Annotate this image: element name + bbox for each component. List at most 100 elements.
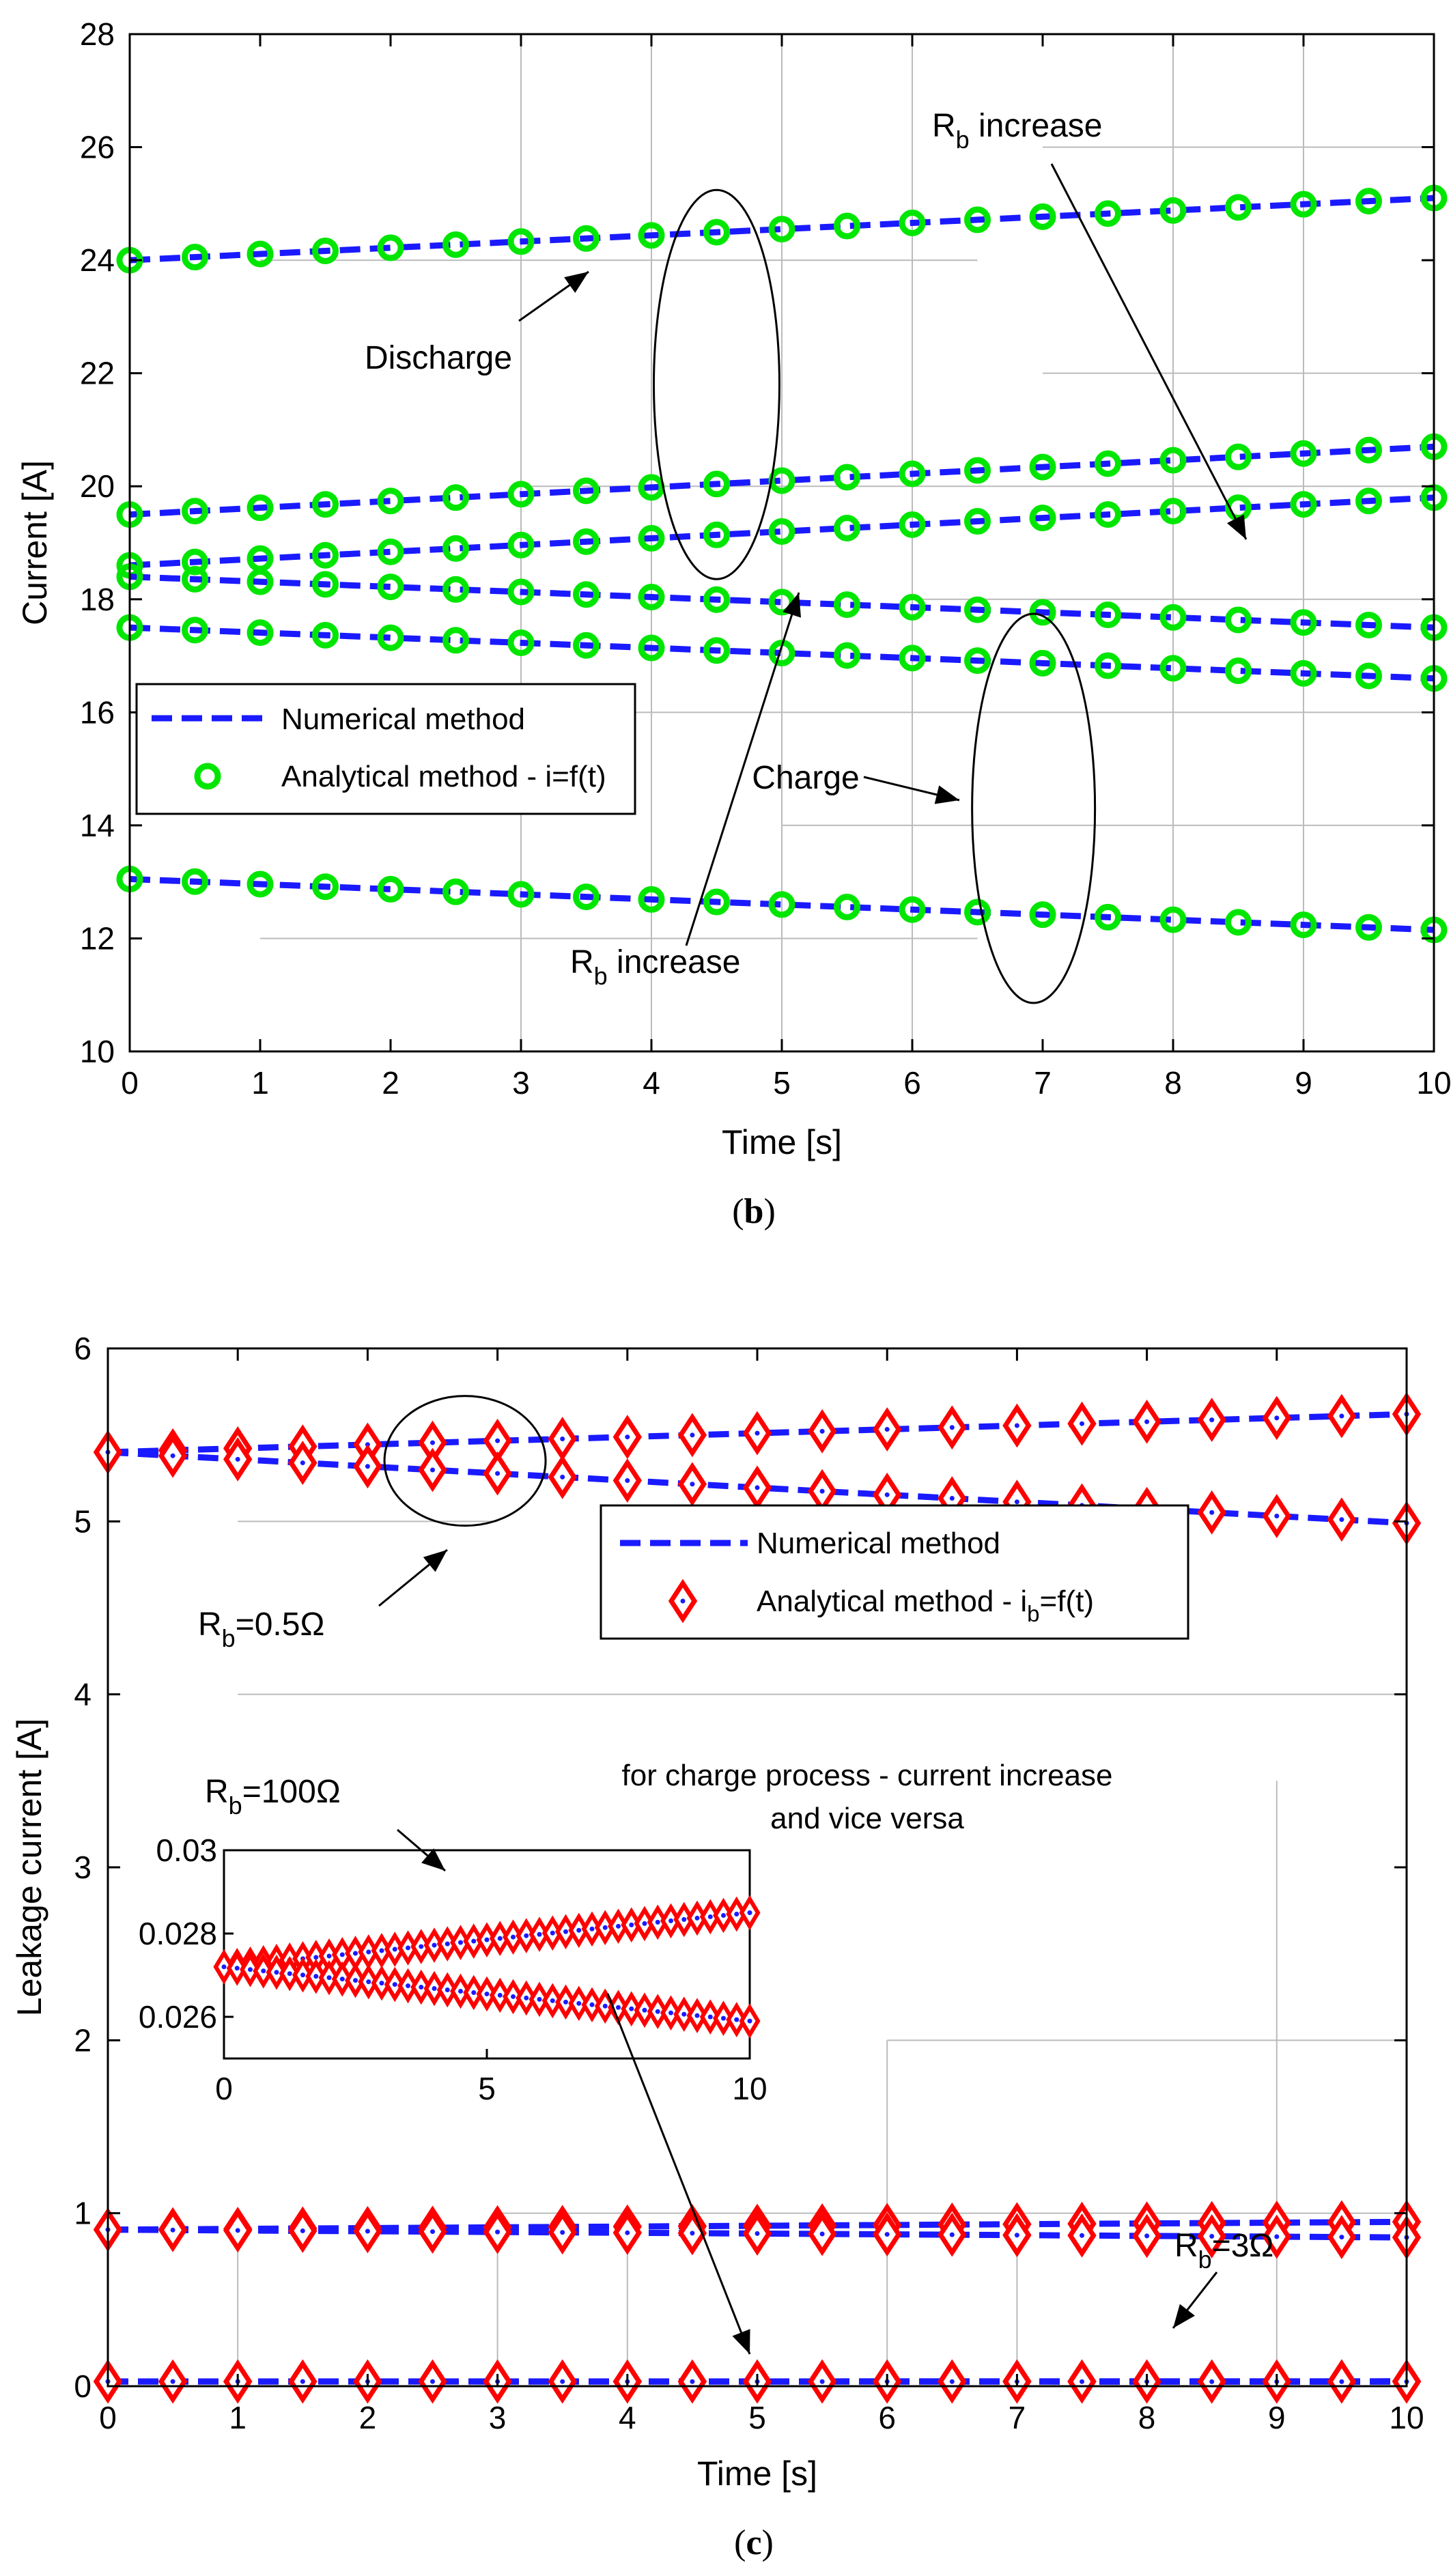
marker-b-5-7	[573, 883, 600, 911]
marker-b-2-11	[834, 514, 860, 541]
marker-c-3-19-center	[1339, 2235, 1344, 2240]
marker-b-1-6	[507, 481, 535, 508]
marker-b-4-16	[1159, 655, 1187, 682]
inset-marker-0-38-center	[721, 1912, 726, 1918]
marker-c-0-6-center	[495, 1438, 501, 1443]
inset-marker-0-20-center	[484, 1937, 490, 1942]
inset-marker-0-18-center	[458, 1940, 463, 1945]
marker-b-2-3	[312, 541, 339, 569]
marker-b-3-5	[442, 576, 469, 603]
marker-b-3-19	[1355, 611, 1382, 638]
marker-c-0-11-center	[819, 1428, 825, 1434]
annotation-charge: Charge	[752, 760, 859, 796]
marker-c-3-13-center	[949, 2232, 955, 2237]
marker-c-1-9-center	[690, 1482, 695, 1487]
marker-b-5-18	[1290, 911, 1317, 939]
legend-c-analytical-label: Analytical method - ib=f(t)	[757, 1585, 1094, 1626]
marker-b-5-8	[638, 886, 665, 913]
xlabel-c: Time [s]	[697, 2454, 817, 2493]
annotation-rb-increase-bottom: Rb increase	[570, 944, 740, 990]
marker-b-4-3	[312, 621, 339, 649]
inset-marker-0-22-center	[511, 1934, 516, 1940]
marker-b-5-14	[1029, 901, 1056, 929]
ytick-label-b-8: 26	[80, 130, 115, 165]
xtick-label-c-3: 3	[489, 2400, 507, 2435]
inset-marker-1-2-center	[248, 1967, 253, 1972]
inset-marker-0-25-center	[550, 1930, 555, 1936]
legend-b-analytical-swatch	[194, 763, 221, 790]
marker-c-1-19-center	[1339, 1517, 1344, 1523]
marker-b-4-15	[1095, 652, 1121, 679]
inset-marker-0-8-center	[326, 1953, 332, 1959]
inset-marker-1-0-center	[221, 1964, 227, 1970]
marker-b-0-3	[312, 237, 339, 264]
marker-c-3-17-center	[1209, 2233, 1215, 2239]
marker-b-3-7	[573, 581, 600, 608]
marker-b-2-9	[703, 521, 730, 548]
marker-b-3-4	[377, 574, 404, 601]
inset-marker-0-16-center	[432, 1942, 437, 1948]
series-b-numerical-0	[129, 195, 1435, 264]
annotation-rb3: Rb=3Ω	[1174, 2228, 1273, 2274]
marker-c-5-19-center	[1339, 2379, 1344, 2384]
inset-marker-0-15-center	[419, 1944, 424, 1949]
inset-marker-1-34-center	[668, 2010, 673, 2015]
marker-c-0-10-center	[755, 1430, 760, 1436]
marker-c-1-17-center	[1209, 1510, 1215, 1515]
marker-b-4-4	[377, 624, 404, 651]
ytick-label-b-1: 12	[80, 920, 115, 956]
marker-b-1-1	[182, 498, 208, 525]
marker-b-3-8	[638, 583, 665, 610]
inset-marker-1-35-center	[681, 2011, 687, 2017]
marker-c-1-8-center	[625, 1478, 630, 1484]
inset-marker-0-10-center	[353, 1951, 358, 1956]
annotation-rb-increase-top: Rb increase	[932, 108, 1102, 154]
ytick-label-b-0: 10	[80, 1034, 115, 1069]
marker-b-4-12	[899, 645, 926, 672]
inset-marker-1-23-center	[524, 1995, 529, 2000]
series-b-numerical-1	[129, 443, 1435, 518]
marker-b-1-15	[1095, 450, 1121, 477]
marker-b-4-11	[834, 642, 860, 669]
marker-b-4-8	[638, 634, 665, 662]
inset-marker-0-14-center	[406, 1945, 410, 1951]
marker-b-1-12	[899, 460, 926, 487]
marker-c-3-1-center	[170, 2227, 175, 2233]
marker-b-5-6	[507, 881, 535, 908]
marker-b-0-11	[834, 212, 860, 240]
marker-c-1-7-center	[560, 1474, 565, 1480]
series-b-numerical-2	[129, 494, 1435, 569]
inset-marker-1-24-center	[537, 1996, 542, 2002]
xtick-label-b-6: 6	[903, 1065, 921, 1101]
marker-c-5-7-center	[560, 2379, 565, 2384]
marker-b-2-10	[768, 518, 795, 545]
inset-marker-0-31-center	[629, 1922, 634, 1927]
marker-c-3-14-center	[1014, 2233, 1019, 2238]
marker-c-1-14-center	[1014, 1499, 1019, 1505]
xtick-label-b-0: 0	[121, 1065, 139, 1101]
marker-b-1-17	[1225, 443, 1252, 470]
arrow-inset-to-rb100-shaft	[606, 1993, 751, 2355]
marker-b-5-4	[377, 875, 404, 903]
marker-b-5-16	[1159, 906, 1187, 933]
legend-c-numerical-label: Numerical method	[757, 1527, 1000, 1560]
marker-c-1-4-center	[365, 1464, 370, 1469]
inset-marker-1-38-center	[721, 2015, 726, 2021]
marker-c-1-10-center	[755, 1485, 760, 1490]
marker-b-1-19	[1355, 436, 1382, 464]
inset-xtick-label-1: 5	[478, 2071, 496, 2106]
caption-c: (c)	[734, 2523, 774, 2562]
marker-b-3-12	[899, 593, 926, 621]
arrow-rb100-head	[421, 1848, 445, 1871]
inset-marker-0-12-center	[379, 1948, 384, 1953]
marker-b-4-2	[246, 619, 274, 647]
inset-marker-1-5-center	[287, 1971, 292, 1977]
marker-b-5-12	[899, 896, 926, 923]
inset-marker-0-33-center	[655, 1919, 660, 1925]
marker-c-0-12-center	[884, 1427, 890, 1432]
marker-c-3-18-center	[1274, 2234, 1280, 2239]
inset-marker-1-4-center	[274, 1970, 279, 1975]
marker-b-3-17	[1225, 606, 1252, 634]
ytick-label-c-5: 5	[74, 1503, 91, 1539]
inset-marker-1-18-center	[458, 1988, 463, 1994]
